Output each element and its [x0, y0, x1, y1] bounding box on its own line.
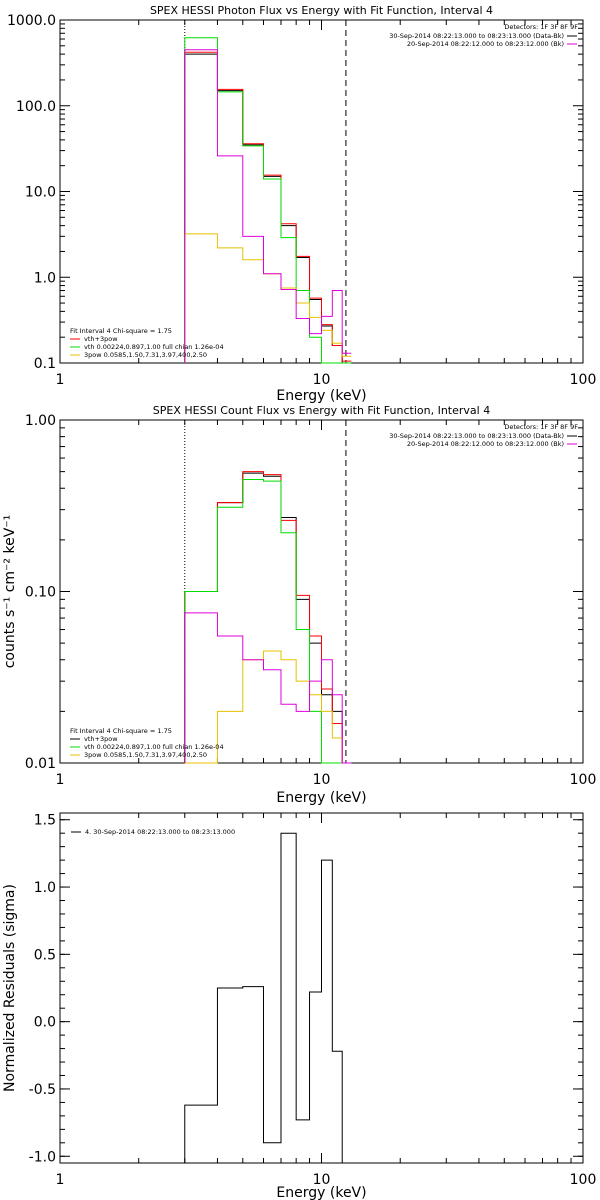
fit-legend-entry: 3pow 0.0585,1.50,7.31,3.97,400,2.50 [84, 751, 207, 759]
x-tick-label: 10 [313, 772, 331, 788]
x-tick-label: 1 [56, 1172, 65, 1188]
y-axis-label: counts s⁻¹ cm⁻² keV⁻¹ [2, 515, 18, 669]
y-tick-label: -0.5 [29, 1082, 56, 1098]
fit-legend-entry: vth 0.00224,0.897,1.00 full chian 1.26e-… [84, 343, 224, 351]
y-tick-label: 0.0 [34, 1015, 56, 1031]
series-line [184, 233, 352, 363]
fit-legend-entry: vth+3pow [84, 735, 118, 743]
x-tick-label: 100 [570, 772, 597, 788]
series-line [184, 478, 352, 764]
residuals-panel: 1 10 100 -1.0 -0.5 0.0 0.5 1.0 1.5 Energy (keV) No… [2, 812, 597, 1200]
y-tick-label: 0.01 [25, 756, 56, 772]
series-line [184, 472, 352, 764]
x-tick-label: 1 [56, 372, 65, 388]
x-axis-label: Energy (keV) [276, 790, 366, 806]
legend-header: Detectors: 1F 3F 8F 9F [504, 23, 578, 31]
y-tick-label: 0.5 [34, 947, 56, 963]
y-tick-label: -1.0 [29, 1149, 56, 1165]
legend-entry: 30-Sep-2014 08:22:13.000 to 08:23:13.000… [389, 432, 564, 440]
series-line [184, 612, 352, 764]
legend-entry: 30-Sep-2014 08:22:13.000 to 08:23:13.000… [389, 32, 564, 40]
x-tick-label: 1 [56, 772, 65, 788]
fit-legend-entry: vth+3pow [84, 335, 118, 343]
chart-title: SPEX HESSI Count Flux vs Energy with Fit… [153, 404, 490, 417]
legend-entry: 4. 30-Sep-2014 08:22:13.000 to 08:23:13.… [85, 828, 235, 836]
y-tick-label: 1.0 [34, 880, 56, 896]
photon-flux-panel: SPEX HESSI Photon Flux vs Energy with Fi… [7, 4, 596, 404]
chart-title: SPEX HESSI Photon Flux vs Energy with Fi… [150, 4, 493, 17]
y-tick-label: 1.5 [34, 813, 56, 829]
series-line [184, 49, 352, 363]
x-tick-label: 100 [570, 372, 597, 388]
series-line [184, 37, 352, 364]
x-axis-label: Energy (keV) [276, 1185, 366, 1200]
y-tick-label: 1.00 [25, 413, 56, 429]
legend-entry: 20-Sep-2014 08:22:12.000 to 08:23:12.000… [407, 40, 564, 48]
x-tick-label: 10 [313, 372, 331, 388]
count-flux-panel: SPEX HESSI Count Flux vs Energy with Fit… [2, 404, 596, 806]
series-line [184, 832, 343, 1163]
fit-legend-entry: vth 0.00224,0.897,1.00 full chian 1.26e-… [84, 743, 224, 751]
series-line [184, 650, 352, 764]
y-tick-label: 0.10 [25, 585, 56, 601]
y-tick-label: 0.1 [34, 356, 56, 372]
x-tick-label: 10 [313, 1172, 331, 1188]
fit-legend-title: Fit Interval 4 Chi-square = 1.75 [70, 727, 172, 735]
x-axis-label: Energy (keV) [276, 388, 366, 404]
y-tick-label: 100.0 [16, 99, 56, 115]
x-tick-label: 100 [570, 1172, 597, 1188]
fit-legend-entry: 3pow 0.0585,1.50,7.31,3.97,400,2.50 [84, 351, 207, 359]
y-tick-label: 1000.0 [7, 13, 56, 29]
y-tick-label: 10.0 [25, 185, 56, 201]
fit-legend-title: Fit Interval 4 Chi-square = 1.75 [70, 327, 172, 335]
legend-header: Detectors: 1F 3F 8F 9F [504, 423, 578, 431]
y-tick-label: 1.0 [34, 270, 56, 286]
series-line [184, 471, 352, 764]
legend-entry: 20-Sep-2014 08:22:12.000 to 08:23:12.000… [407, 440, 564, 448]
y-axis-label: Normalized Residuals (sigma) [2, 884, 18, 1092]
